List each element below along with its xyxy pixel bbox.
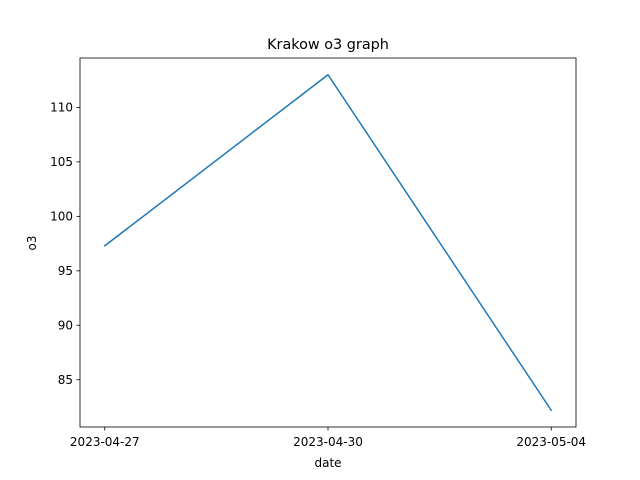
x-tick-label: 2023-05-04	[516, 435, 586, 449]
y-tick-label: 110	[50, 101, 73, 115]
y-tick-label: 90	[58, 319, 73, 333]
series-line-o3	[103, 74, 553, 412]
x-axis-label: date	[314, 456, 341, 470]
plot-area: 85 90 95 100 105 110 2023-04-27 2023-04-30 2023-…	[50, 57, 586, 449]
x-tick-label: 2023-04-27	[70, 435, 140, 449]
y-axis-label: o3	[25, 236, 39, 251]
chart-title: Krakow o3 graph	[267, 37, 389, 53]
plot-frame	[79, 57, 577, 428]
y-tick-label: 105	[50, 155, 73, 169]
x-tick-label: 2023-04-30	[293, 435, 363, 449]
y-tick-label: 85	[58, 373, 73, 387]
y-tick-label: 95	[58, 264, 73, 278]
y-tick-label: 100	[50, 210, 73, 224]
